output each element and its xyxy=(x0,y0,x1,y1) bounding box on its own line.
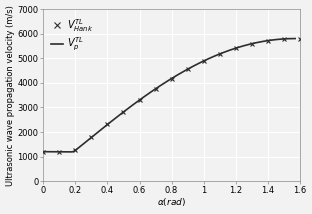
Legend: $V_{Hank}^{TL}$, $V_{p}^{TL}$: $V_{Hank}^{TL}$, $V_{p}^{TL}$ xyxy=(48,14,96,56)
X-axis label: $\alpha(rad)$: $\alpha(rad)$ xyxy=(157,196,186,208)
Y-axis label: Ultrasonic wave propagation velocity (m/s): Ultrasonic wave propagation velocity (m/… xyxy=(6,5,15,186)
